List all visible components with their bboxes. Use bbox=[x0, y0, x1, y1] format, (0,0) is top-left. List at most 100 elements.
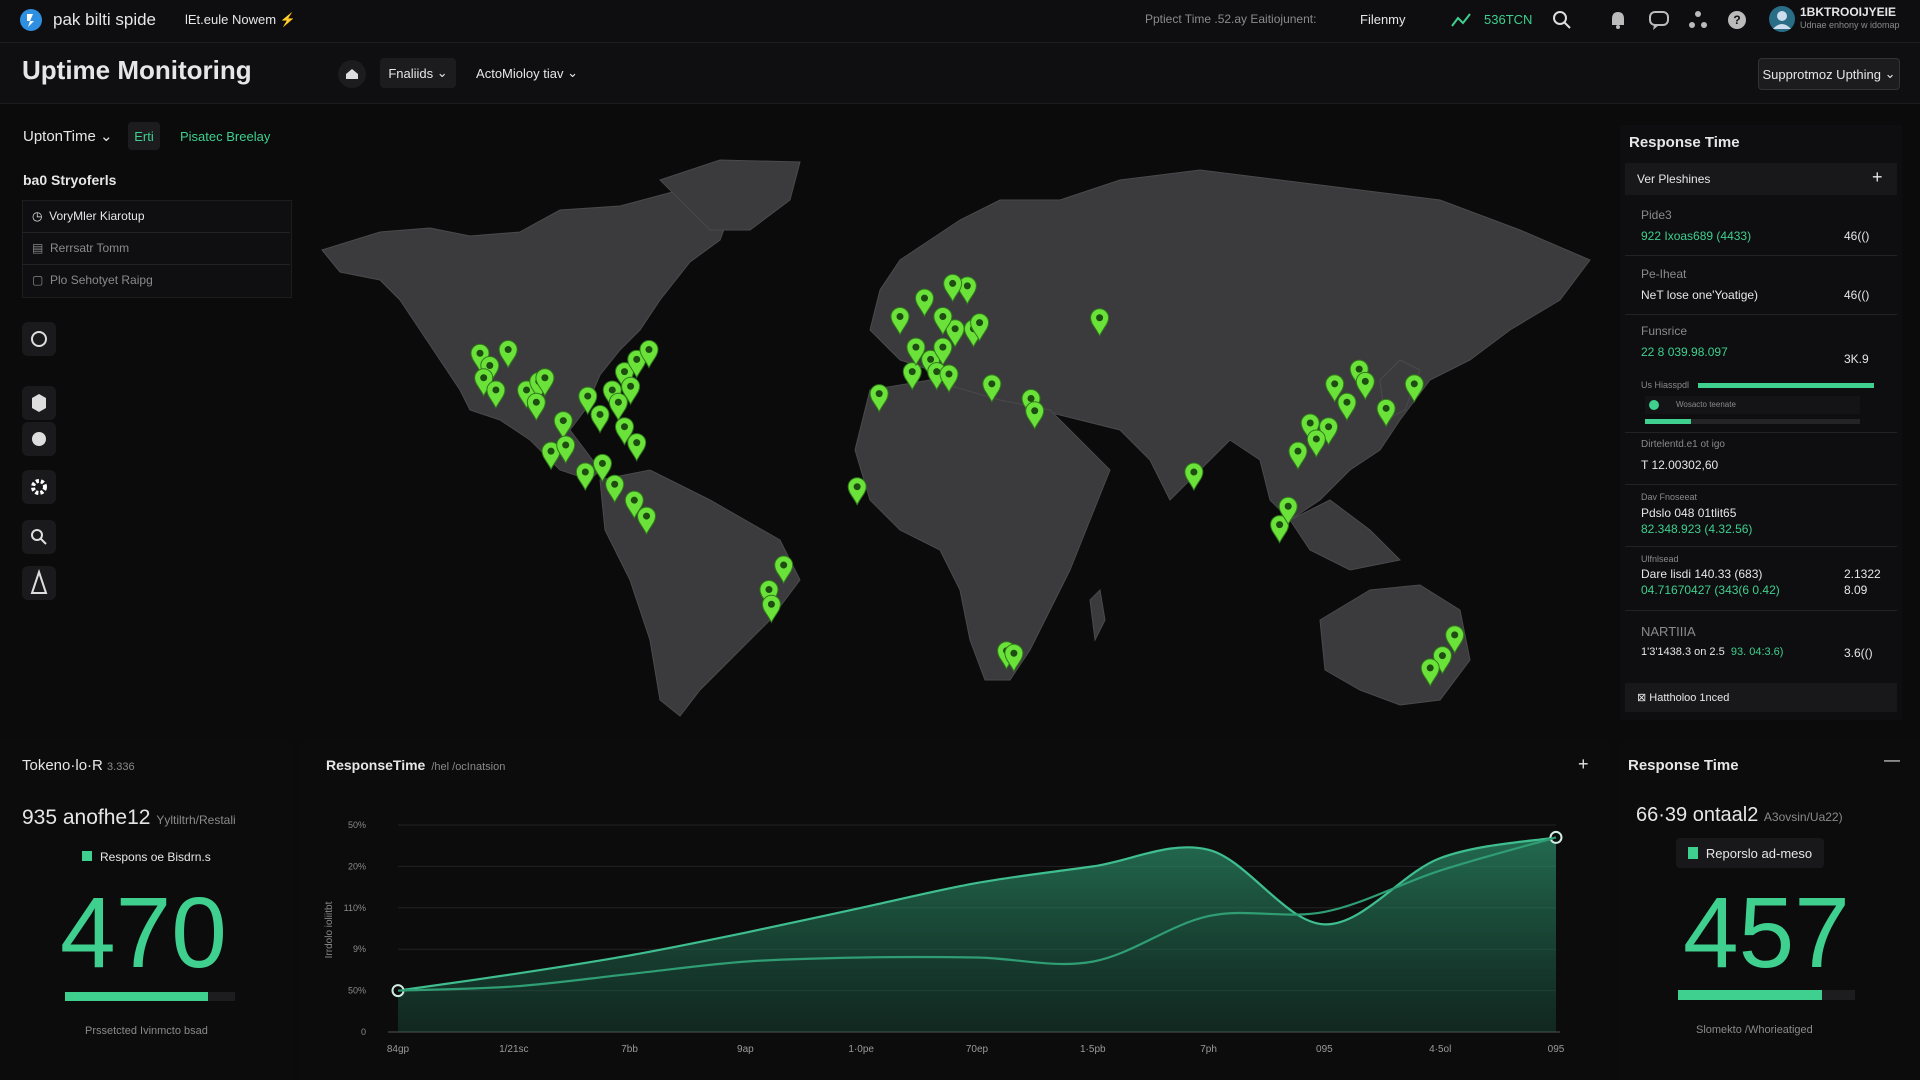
home-button[interactable] bbox=[338, 60, 366, 88]
filter-button[interactable]: ActoMioloy tiav ⌄ bbox=[476, 65, 578, 81]
map-pin[interactable] bbox=[1376, 398, 1396, 428]
map-pin[interactable] bbox=[553, 411, 573, 440]
divider bbox=[1625, 610, 1897, 611]
map-pin[interactable] bbox=[526, 392, 546, 422]
map-pin[interactable] bbox=[1337, 392, 1357, 422]
rail-button[interactable] bbox=[22, 322, 56, 356]
x-tick-label: 84gp bbox=[387, 1044, 410, 1055]
search-icon[interactable] bbox=[1552, 10, 1572, 30]
map-pin[interactable] bbox=[933, 337, 953, 367]
map-pin[interactable] bbox=[1445, 625, 1465, 654]
list-item[interactable]: ◷ VoryMler Kiarotup bbox=[32, 209, 145, 223]
map-pin[interactable] bbox=[498, 340, 518, 369]
map-pin[interactable] bbox=[639, 340, 659, 369]
list-item[interactable]: ▢ Plo Sehotyet Raipg bbox=[32, 273, 153, 287]
map-pin[interactable] bbox=[637, 506, 657, 536]
map-pin[interactable] bbox=[890, 306, 910, 336]
collapse-button[interactable]: — bbox=[1884, 752, 1900, 769]
map-pin[interactable] bbox=[1184, 462, 1204, 492]
map-pin[interactable] bbox=[1325, 374, 1345, 403]
network-icon[interactable] bbox=[1688, 9, 1708, 31]
help-icon[interactable]: ? bbox=[1726, 9, 1748, 31]
map-pin-dot bbox=[532, 398, 540, 406]
map-pin-dot bbox=[896, 312, 904, 320]
map-pin[interactable] bbox=[1306, 429, 1326, 459]
bottom-right-panel bbox=[1620, 740, 1920, 1080]
link[interactable]: Pisatec Breelay bbox=[180, 129, 271, 144]
headline-text: 66·39 ontaal2 bbox=[1636, 804, 1759, 826]
map-pin[interactable] bbox=[939, 364, 959, 394]
map-pin[interactable] bbox=[575, 462, 595, 492]
map-pin[interactable] bbox=[592, 453, 612, 483]
bell-icon[interactable] bbox=[1608, 9, 1628, 31]
map-pin-dot bbox=[611, 480, 619, 488]
map-pin[interactable] bbox=[1355, 371, 1375, 401]
panel-footer[interactable] bbox=[1625, 683, 1897, 712]
map-pin[interactable] bbox=[945, 319, 965, 348]
top-bar bbox=[0, 0, 1920, 43]
map-pin[interactable] bbox=[902, 362, 922, 391]
filter-button[interactable]: Fnaliids ⌄ bbox=[380, 58, 456, 88]
rail-button[interactable] bbox=[22, 566, 56, 600]
map-pin[interactable] bbox=[541, 441, 561, 471]
map-pin[interactable] bbox=[556, 435, 576, 465]
map-pin[interactable] bbox=[1004, 643, 1024, 673]
map-pin[interactable] bbox=[774, 555, 794, 585]
menu[interactable]: lEt.eule Nowem ⚡ bbox=[185, 12, 296, 27]
map-pin[interactable] bbox=[847, 477, 867, 506]
account-name: 1BKTROOIJYEIE bbox=[1800, 5, 1897, 19]
map-pin[interactable] bbox=[578, 386, 598, 416]
map-pin[interactable] bbox=[1288, 441, 1308, 471]
list-item[interactable]: ▤ Rerrsatr Tomm bbox=[32, 241, 130, 255]
item-label: Plo Sehotyet Raipg bbox=[50, 273, 153, 287]
right-button[interactable]: Supprotmoz Upthing ⌄ bbox=[1758, 58, 1900, 90]
map-pin[interactable] bbox=[614, 417, 634, 446]
map-pin[interactable] bbox=[486, 380, 506, 410]
divider bbox=[1625, 314, 1897, 315]
badge[interactable]: Erti bbox=[128, 122, 160, 150]
rail-button[interactable] bbox=[22, 520, 56, 554]
map-pin-dot bbox=[920, 294, 928, 302]
map-pin[interactable] bbox=[627, 433, 647, 462]
add-button[interactable]: + bbox=[1578, 754, 1589, 774]
dropdown[interactable]: UptonTime ⌄ bbox=[23, 128, 113, 145]
map-pin[interactable] bbox=[627, 349, 647, 379]
map-pin[interactable] bbox=[761, 594, 781, 624]
map-pin-dot bbox=[643, 512, 651, 520]
map-pin[interactable] bbox=[1270, 515, 1290, 544]
map-pin[interactable] bbox=[914, 288, 934, 318]
map-pin[interactable] bbox=[1025, 401, 1045, 430]
map-pin[interactable] bbox=[957, 276, 977, 305]
map-pin[interactable] bbox=[590, 404, 610, 434]
avatar[interactable] bbox=[1768, 5, 1796, 33]
map-pin[interactable] bbox=[535, 368, 555, 397]
report-button[interactable]: Reporslo ad-meso bbox=[1676, 838, 1824, 868]
map-pin[interactable] bbox=[608, 392, 628, 422]
africa bbox=[854, 379, 1111, 681]
map-pin[interactable] bbox=[1090, 308, 1110, 337]
map-pin[interactable] bbox=[943, 273, 963, 303]
map-pin[interactable] bbox=[1420, 658, 1440, 688]
map-pin[interactable] bbox=[869, 384, 889, 413]
map-pin[interactable] bbox=[970, 313, 990, 342]
map-pin[interactable] bbox=[605, 474, 625, 504]
add-button[interactable]: + bbox=[1872, 167, 1883, 187]
map-pin[interactable] bbox=[933, 306, 953, 336]
map-pin[interactable] bbox=[624, 490, 644, 520]
map-pin[interactable] bbox=[906, 337, 926, 367]
map-pin-dot bbox=[1361, 377, 1369, 385]
map-pin[interactable] bbox=[621, 376, 641, 406]
map-pin[interactable] bbox=[1278, 496, 1298, 526]
chat-icon[interactable] bbox=[1648, 9, 1670, 31]
map-pin-dot bbox=[541, 374, 549, 382]
brand[interactable]: pak bilti spide bbox=[53, 10, 157, 29]
headline-note: Yyltiltrh/Restali bbox=[156, 813, 236, 827]
rail-button[interactable] bbox=[22, 470, 56, 504]
filter[interactable]: Filenmy bbox=[1360, 12, 1406, 27]
map-pin[interactable] bbox=[982, 374, 1002, 403]
chart-title-text: ResponseTime bbox=[326, 757, 426, 773]
map-pin[interactable] bbox=[1404, 374, 1424, 403]
row-line: 1'3'1438.3 on 2.5 93. 04:3.6) bbox=[1641, 646, 1783, 658]
sub-row bbox=[1645, 396, 1860, 414]
